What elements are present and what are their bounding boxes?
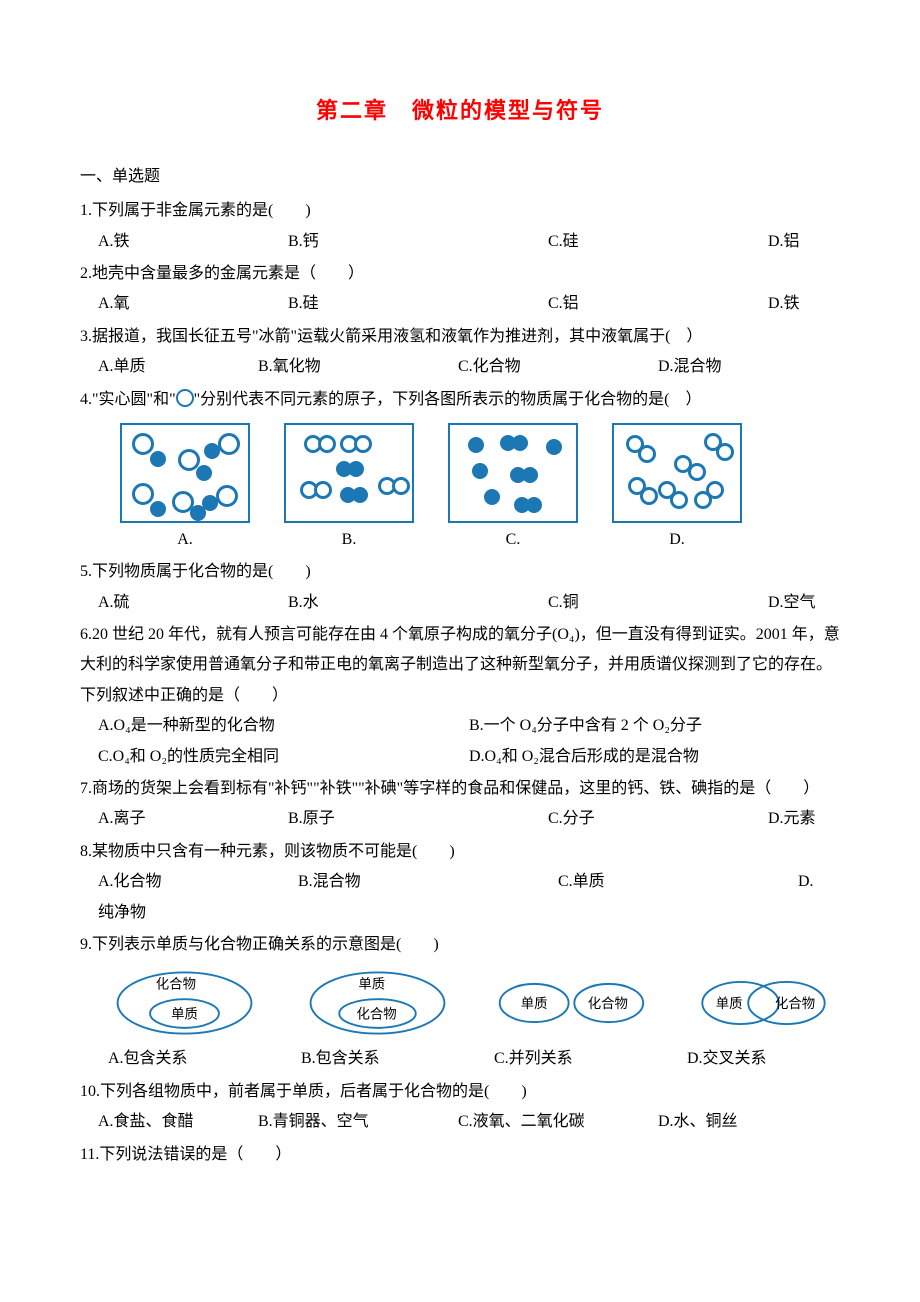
q4-diagram-c <box>448 423 578 523</box>
q4-label-c: C. <box>448 525 578 555</box>
q1-opt-b: B.钙 <box>288 227 548 257</box>
q1-opt-c: C.硅 <box>548 227 768 257</box>
q9-venn-a: 化合物 单质 <box>108 966 261 1040</box>
q8-opt-a: A.化合物 <box>98 867 298 897</box>
question-11: 11.下列说法错误的是（ ） <box>80 1140 840 1170</box>
q4-diagram-a <box>120 423 250 523</box>
q4-text-pre: 4."实心圆"和" <box>80 391 176 408</box>
q10-opt-b: B.青铜器、空气 <box>258 1107 458 1137</box>
q3-opt-a: A.单质 <box>98 352 258 382</box>
q2-opt-b: B.硅 <box>288 289 548 319</box>
q4-diagram-b <box>284 423 414 523</box>
q3-opt-c: C.化合物 <box>458 352 658 382</box>
q8-opt-c: C.单质 <box>558 867 798 897</box>
q10-text: 10.下列各组物质中，前者属于单质，后者属于化合物的是( ) <box>80 1077 840 1107</box>
q2-opt-c: C.铝 <box>548 289 768 319</box>
q4-label-b: B. <box>284 525 414 555</box>
q6-opt-b: B.一个 O₄分子中含有 2 个 O₂分子 <box>469 711 840 741</box>
open-circle-icon <box>176 389 194 407</box>
q10-opt-c: C.液氧、二氧化碳 <box>458 1107 658 1137</box>
q9-opt-b: B.包含关系 <box>301 1044 454 1074</box>
q5-opt-c: C.铜 <box>548 588 768 618</box>
chapter-title: 第二章 微粒的模型与符号 <box>80 90 840 132</box>
q5-opt-a: A.硫 <box>98 588 288 618</box>
q5-text: 5.下列物质属于化合物的是( ) <box>80 557 840 587</box>
question-3: 3.据报道，我国长征五号"冰箭"运载火箭采用液氢和液氧作为推进剂，其中液氧属于(… <box>80 322 840 383</box>
q9-venn-d: 单质 化合物 <box>687 966 840 1040</box>
svg-text:单质: 单质 <box>358 977 385 992</box>
question-1: 1.下列属于非金属元素的是( ) A.铁 B.钙 C.硅 D.铝 <box>80 196 840 257</box>
q5-opt-d: D.空气 <box>768 588 816 618</box>
question-4: 4."实心圆"和" "分别代表不同元素的原子，下列各图所表示的物质属于化合物的是(… <box>80 385 840 556</box>
q7-opt-a: A.离子 <box>98 804 288 834</box>
q6-opt-d: D.O₄和 O₂混合后形成的是混合物 <box>469 742 840 772</box>
question-10: 10.下列各组物质中，前者属于单质，后者属于化合物的是( ) A.食盐、食醋 B… <box>80 1077 840 1138</box>
q11-text: 11.下列说法错误的是（ ） <box>80 1140 840 1170</box>
question-5: 5.下列物质属于化合物的是( ) A.硫 B.水 C.铜 D.空气 <box>80 557 840 618</box>
q4-diagram-d <box>612 423 742 523</box>
q4-label-d: D. <box>612 525 742 555</box>
q4-diagrams <box>80 415 840 525</box>
q9-opt-d: D.交叉关系 <box>687 1044 840 1074</box>
svg-text:化合物: 化合物 <box>588 996 628 1011</box>
svg-text:单质: 单质 <box>521 996 548 1011</box>
svg-text:化合物: 化合物 <box>156 977 196 992</box>
q7-text: 7.商场的货架上会看到标有"补钙""补铁""补碘"等字样的食品和保健品，这里的钙… <box>80 774 840 804</box>
q2-opt-a: A.氧 <box>98 289 288 319</box>
q8-opt-d: D. <box>798 867 814 897</box>
q6-text: 6.20 世纪 20 年代，就有人预言可能存在由 4 个氧原子构成的氧分子(O₄… <box>80 620 840 711</box>
q8-opt-d-cont: 纯净物 <box>80 898 840 928</box>
q9-text: 9.下列表示单质与化合物正确关系的示意图是( ) <box>80 930 840 960</box>
question-2: 2.地壳中含量最多的金属元素是（ ） A.氧 B.硅 C.铝 D.铁 <box>80 259 840 320</box>
q7-opt-b: B.原子 <box>288 804 548 834</box>
svg-text:化合物: 化合物 <box>775 996 815 1011</box>
svg-text:化合物: 化合物 <box>356 1007 396 1022</box>
q8-opt-b: B.混合物 <box>298 867 558 897</box>
question-8: 8.某物质中只含有一种元素，则该物质不可能是( ) A.化合物 B.混合物 C.… <box>80 837 840 928</box>
q4-text: 4."实心圆"和" "分别代表不同元素的原子，下列各图所表示的物质属于化合物的是(… <box>80 385 840 415</box>
q1-text: 1.下列属于非金属元素的是( ) <box>80 196 840 226</box>
svg-text:单质: 单质 <box>171 1007 198 1022</box>
question-6: 6.20 世纪 20 年代，就有人预言可能存在由 4 个氧原子构成的氧分子(O₄… <box>80 620 840 772</box>
q4-text-post: "分别代表不同元素的原子，下列各图所表示的物质属于化合物的是( ） <box>194 391 702 408</box>
q2-text: 2.地壳中含量最多的金属元素是（ ） <box>80 259 840 289</box>
q10-opt-a: A.食盐、食醋 <box>98 1107 258 1137</box>
q9-venn-b: 单质 化合物 <box>301 966 454 1040</box>
q5-opt-b: B.水 <box>288 588 548 618</box>
q9-diagrams: 化合物 单质 单质 化合物 单质 化合物 单质 化合物 <box>80 960 840 1044</box>
q6-opt-c: C.O₄和 O₂的性质完全相同 <box>98 742 469 772</box>
question-7: 7.商场的货架上会看到标有"补钙""补铁""补碘"等字样的食品和保健品，这里的钙… <box>80 774 840 835</box>
q1-opt-a: A.铁 <box>98 227 288 257</box>
q9-opt-a: A.包含关系 <box>108 1044 261 1074</box>
q1-opt-d: D.铝 <box>768 227 800 257</box>
q3-opt-b: B.氧化物 <box>258 352 458 382</box>
question-9: 9.下列表示单质与化合物正确关系的示意图是( ) 化合物 单质 单质 化合物 单… <box>80 930 840 1075</box>
q2-opt-d: D.铁 <box>768 289 800 319</box>
q6-opt-a: A.O₄是一种新型的化合物 <box>98 711 469 741</box>
section-heading: 一、单选题 <box>80 162 840 192</box>
q3-opt-d: D.混合物 <box>658 352 722 382</box>
q9-venn-c: 单质 化合物 <box>494 966 647 1040</box>
q10-opt-d: D.水、铜丝 <box>658 1107 738 1137</box>
q9-opt-c: C.并列关系 <box>494 1044 647 1074</box>
q4-label-a: A. <box>120 525 250 555</box>
q3-text: 3.据报道，我国长征五号"冰箭"运载火箭采用液氢和液氧作为推进剂，其中液氧属于(… <box>80 322 840 352</box>
q7-opt-d: D.元素 <box>768 804 816 834</box>
svg-text:单质: 单质 <box>716 996 743 1011</box>
q8-text: 8.某物质中只含有一种元素，则该物质不可能是( ) <box>80 837 840 867</box>
q7-opt-c: C.分子 <box>548 804 768 834</box>
